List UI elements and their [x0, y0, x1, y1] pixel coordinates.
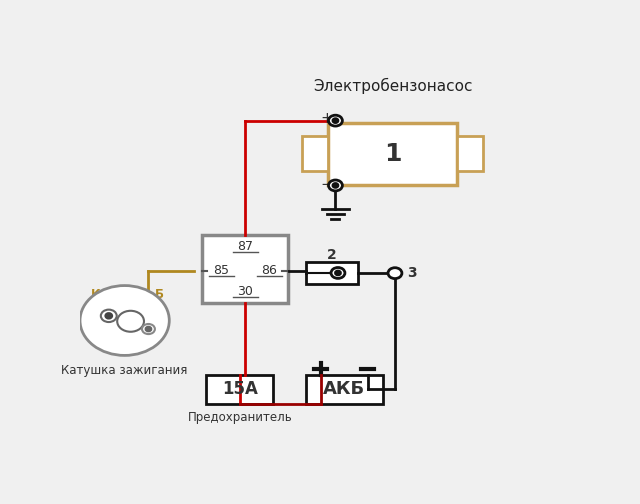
Text: Катушка зажигания: Катушка зажигания: [61, 364, 188, 377]
Text: 86: 86: [262, 264, 277, 277]
FancyBboxPatch shape: [457, 136, 483, 171]
Circle shape: [333, 183, 338, 187]
Circle shape: [106, 313, 112, 318]
Circle shape: [146, 327, 151, 331]
Text: 1: 1: [384, 142, 401, 166]
Circle shape: [333, 119, 338, 122]
Circle shape: [80, 286, 169, 355]
Circle shape: [142, 324, 155, 334]
Text: 85: 85: [213, 264, 229, 277]
Text: 87: 87: [237, 240, 253, 253]
Text: 15А: 15А: [222, 381, 258, 398]
Circle shape: [328, 115, 342, 126]
Circle shape: [388, 268, 402, 279]
Circle shape: [101, 309, 116, 322]
Circle shape: [335, 271, 340, 275]
Text: 30: 30: [237, 285, 253, 298]
Text: −: −: [321, 177, 333, 192]
Text: +: +: [321, 111, 333, 126]
Text: Электробензонасос: Электробензонасос: [313, 78, 472, 94]
FancyBboxPatch shape: [302, 136, 328, 171]
Circle shape: [328, 180, 342, 191]
FancyBboxPatch shape: [328, 122, 457, 184]
Text: АКБ: АКБ: [323, 381, 365, 398]
FancyBboxPatch shape: [306, 262, 358, 284]
Text: Предохранитель: Предохранитель: [188, 411, 292, 424]
Circle shape: [117, 311, 144, 332]
Text: 12В: 12В: [138, 332, 156, 341]
Text: 2: 2: [327, 247, 337, 262]
FancyBboxPatch shape: [306, 375, 383, 404]
FancyBboxPatch shape: [202, 235, 288, 303]
Text: 3: 3: [407, 266, 417, 280]
Text: К: К: [91, 288, 100, 301]
Text: Б: Б: [154, 288, 163, 301]
Circle shape: [331, 268, 345, 278]
FancyBboxPatch shape: [207, 375, 273, 404]
